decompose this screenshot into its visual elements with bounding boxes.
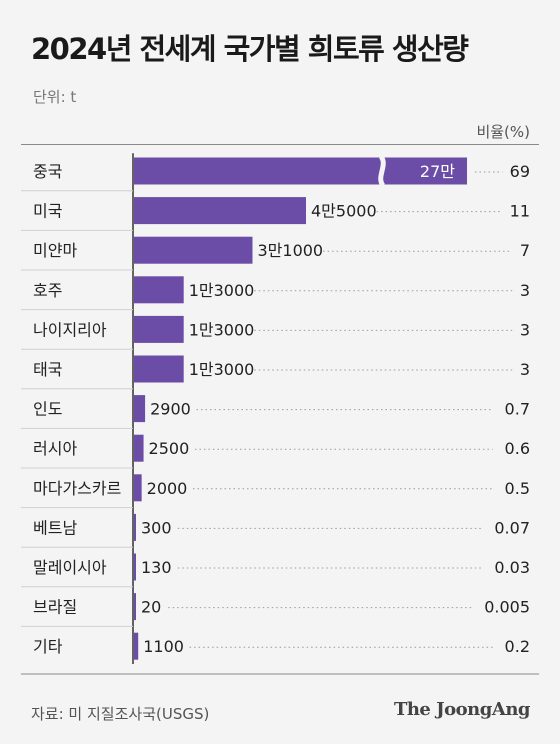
ratio-label: 0.005: [484, 598, 530, 617]
ratio-label: 0.7: [505, 400, 530, 419]
bar: [134, 197, 306, 225]
category-label: 나이지리아: [33, 320, 107, 339]
value-label: 4만5000: [311, 202, 377, 221]
value-label: 20: [141, 598, 161, 617]
category-label: 말레이시아: [33, 558, 107, 577]
bar: [134, 593, 136, 621]
publisher-logo: The JoongAng: [393, 699, 531, 720]
value-label: 2000: [147, 479, 188, 498]
value-label: 1만3000: [189, 320, 255, 339]
ratio-label: 69: [510, 162, 530, 181]
bar: [134, 434, 144, 462]
category-label: 러시아: [33, 439, 77, 458]
bar: [134, 632, 139, 660]
source-note: 자료: 미 지질조사국(USGS): [31, 705, 210, 723]
category-label: 베트남: [33, 518, 77, 537]
value-label: 130: [141, 558, 172, 577]
category-label: 인도: [33, 400, 62, 419]
category-label: 호주: [33, 281, 62, 300]
value-label: 2900: [150, 400, 191, 419]
bar: [134, 236, 253, 264]
bar: [134, 276, 184, 304]
ratio-label: 3: [520, 281, 530, 300]
category-label: 중국: [33, 162, 62, 181]
value-label: 300: [141, 518, 172, 537]
value-label: 1만3000: [189, 360, 255, 379]
bar: [134, 395, 146, 423]
ratio-label: 7: [520, 241, 530, 260]
ratio-label: 0.03: [494, 558, 530, 577]
ratio-label: 0.2: [505, 637, 530, 656]
bar: [134, 157, 467, 185]
ratio-label: 3: [520, 320, 530, 339]
bar-chart: 중국 27만 69 미국 4만5000 11 미얀마 3만1000 7 호주 1만3000 3 나이지리…: [21, 153, 539, 675]
ratio-label: 0.5: [505, 479, 530, 498]
unit-label: 단위: t: [33, 88, 77, 106]
value-label: 27만: [420, 162, 455, 181]
bar: [134, 355, 184, 383]
axis-break-mark: [378, 154, 386, 188]
ratio-column-header: 비율(%): [476, 123, 530, 141]
value-label: 1만3000: [189, 281, 255, 300]
category-label: 브라질: [33, 598, 77, 617]
value-label: 3만1000: [257, 241, 323, 260]
ratio-label: 0.07: [494, 518, 530, 537]
category-label: 미얀마: [33, 241, 77, 260]
chart-title: 2024년 전세계 국가별 희토류 생산량: [31, 32, 469, 66]
ratio-label: 11: [510, 202, 530, 221]
category-label: 마다가스카르: [33, 479, 121, 498]
category-label: 미국: [33, 202, 62, 221]
ratio-label: 0.6: [505, 439, 530, 458]
ratio-label: 3: [520, 360, 530, 379]
bar: [134, 315, 184, 343]
bar: [134, 553, 136, 581]
value-label: 2500: [149, 439, 190, 458]
bar: [134, 513, 136, 541]
bar: [134, 474, 142, 502]
category-label: 기타: [33, 637, 63, 656]
header-divider: [21, 144, 539, 145]
category-label: 태국: [33, 360, 62, 379]
value-label: 1100: [143, 637, 184, 656]
